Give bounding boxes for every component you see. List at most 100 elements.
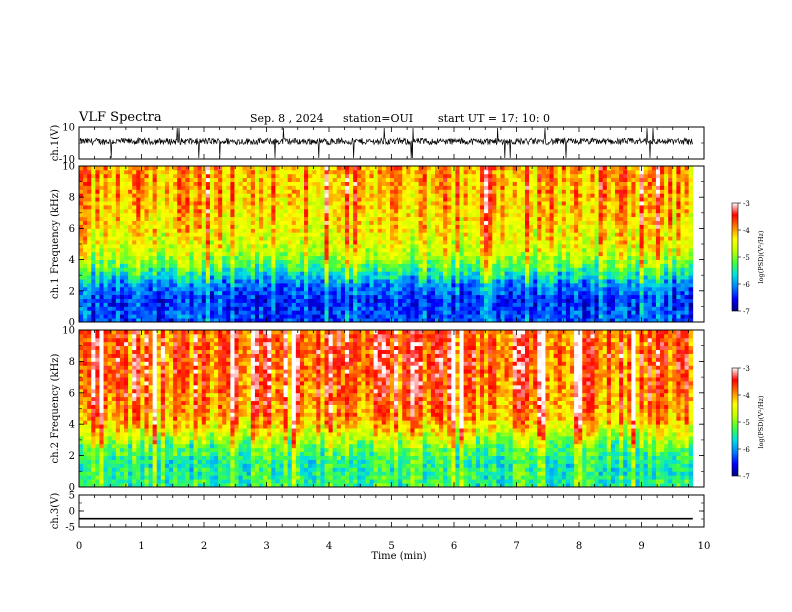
spectrogram-cell [451, 279, 456, 284]
spectrogram-cell [234, 216, 239, 221]
spectrogram-cell [344, 173, 350, 179]
spectrogram-cell [508, 232, 514, 237]
spectrogram-cell [484, 290, 489, 296]
spectrogram-cell [263, 169, 268, 175]
spectrogram-cell [447, 318, 452, 323]
spectrogram-cell [328, 302, 334, 307]
spectrogram-cell [144, 318, 149, 323]
spectrogram-cell [124, 228, 129, 233]
spectrogram-cell [357, 185, 362, 190]
spectrogram-cell [214, 197, 219, 202]
spectrogram-cell [308, 290, 313, 296]
spectrogram-cell [475, 302, 481, 307]
spectrogram-cell [132, 193, 137, 198]
spectrogram-cell [181, 298, 186, 303]
spectrogram-cell [336, 283, 342, 288]
spectrogram-cell [434, 259, 440, 264]
spectrogram-cell [561, 290, 567, 296]
spectrogram-cell [496, 259, 501, 264]
spectrogram-cell [524, 283, 530, 288]
spectrogram-cell [541, 298, 546, 303]
spectrogram-cell [512, 310, 518, 315]
spectrogram-cell [201, 263, 207, 268]
spectrogram-cell [193, 244, 199, 249]
spectrogram-cell [87, 247, 92, 253]
spectrogram-cell [533, 166, 538, 171]
spectrogram-cell [463, 314, 469, 319]
spectrogram-cell [426, 185, 432, 190]
spectrogram-cell [238, 247, 244, 253]
spectrogram-cell [570, 267, 575, 272]
spectrogram-cell [275, 220, 280, 225]
spectrogram-cell [308, 279, 313, 284]
spectrogram-cell [91, 290, 96, 296]
spectrogram-cell [492, 290, 497, 296]
spectrogram-cell [365, 263, 370, 268]
spectrogram-cell [320, 275, 325, 280]
spectrogram-cell [218, 240, 223, 245]
spectrogram-cell [426, 275, 432, 280]
spectrogram-cell [148, 290, 154, 296]
spectrogram-cell [492, 169, 497, 175]
spectrogram-cell [111, 267, 117, 272]
spectrogram-cell [148, 275, 154, 280]
spectrogram-cell [533, 298, 538, 303]
spectrogram-cell [340, 197, 346, 202]
spectrogram-cell [312, 216, 317, 221]
spectrogram-cell [91, 310, 96, 315]
spectrogram-cell [418, 310, 424, 315]
spectrogram-cell [324, 271, 329, 276]
spectrogram-cell [263, 189, 268, 194]
spectrogram-cell [201, 310, 207, 315]
spectrogram-cell [475, 220, 481, 225]
spectrogram-cell [214, 166, 219, 171]
spectrogram-cell [95, 255, 100, 260]
spectrogram-cell [295, 236, 301, 241]
spectrogram-cell [152, 173, 158, 179]
spectrogram-cell [263, 251, 268, 257]
spectrogram-cell [484, 208, 489, 214]
spectrogram-cell [570, 201, 575, 206]
spectrogram-cell [304, 255, 309, 260]
spectrogram-cell [479, 240, 485, 245]
spectrogram-cell [516, 271, 522, 276]
spectrogram-cell [574, 212, 579, 218]
spectrogram-cell [91, 275, 96, 280]
spectrogram-cell [222, 212, 227, 218]
spectrogram-cell [177, 205, 182, 210]
spectrogram-cell [516, 220, 522, 225]
spectrogram-cell [479, 294, 485, 299]
spectrogram-cell [524, 181, 530, 186]
spectrogram-cell [541, 271, 546, 276]
spectrogram-cell [144, 189, 149, 194]
spectrogram-cell [99, 201, 104, 206]
spectrogram-cell [553, 247, 559, 253]
spectrogram-cell [201, 216, 207, 221]
spectrogram-cell [279, 244, 284, 249]
spectrogram-cell [365, 310, 370, 315]
spectrogram-cell [283, 259, 289, 264]
spectrogram-cell [385, 224, 391, 229]
spectrogram-cell [107, 255, 113, 260]
spectrogram-cell [516, 275, 522, 280]
spectrogram-cell [169, 166, 174, 171]
spectrogram-cell [263, 216, 268, 221]
spectrogram-cell [115, 275, 121, 280]
spectrogram-cell [475, 181, 481, 186]
spectrogram-cell [508, 251, 514, 257]
spectrogram-cell [471, 267, 477, 272]
spectrogram-cell [484, 169, 489, 175]
spectrogram-cell [402, 197, 407, 202]
spectrogram-cell [500, 173, 505, 179]
spectrogram-cell [230, 275, 235, 280]
spectrogram-cell [398, 185, 403, 190]
spectrogram-cell [316, 302, 321, 307]
spectrogram-cell [553, 216, 559, 221]
spectrogram-cell [381, 169, 387, 175]
spectrogram-cell [173, 166, 178, 171]
spectrogram-cell [369, 166, 374, 171]
spectrogram-cell [549, 169, 555, 175]
spectrogram-cell [418, 306, 424, 311]
spectrogram-cell [148, 271, 154, 276]
spectrogram-cell [107, 286, 113, 292]
